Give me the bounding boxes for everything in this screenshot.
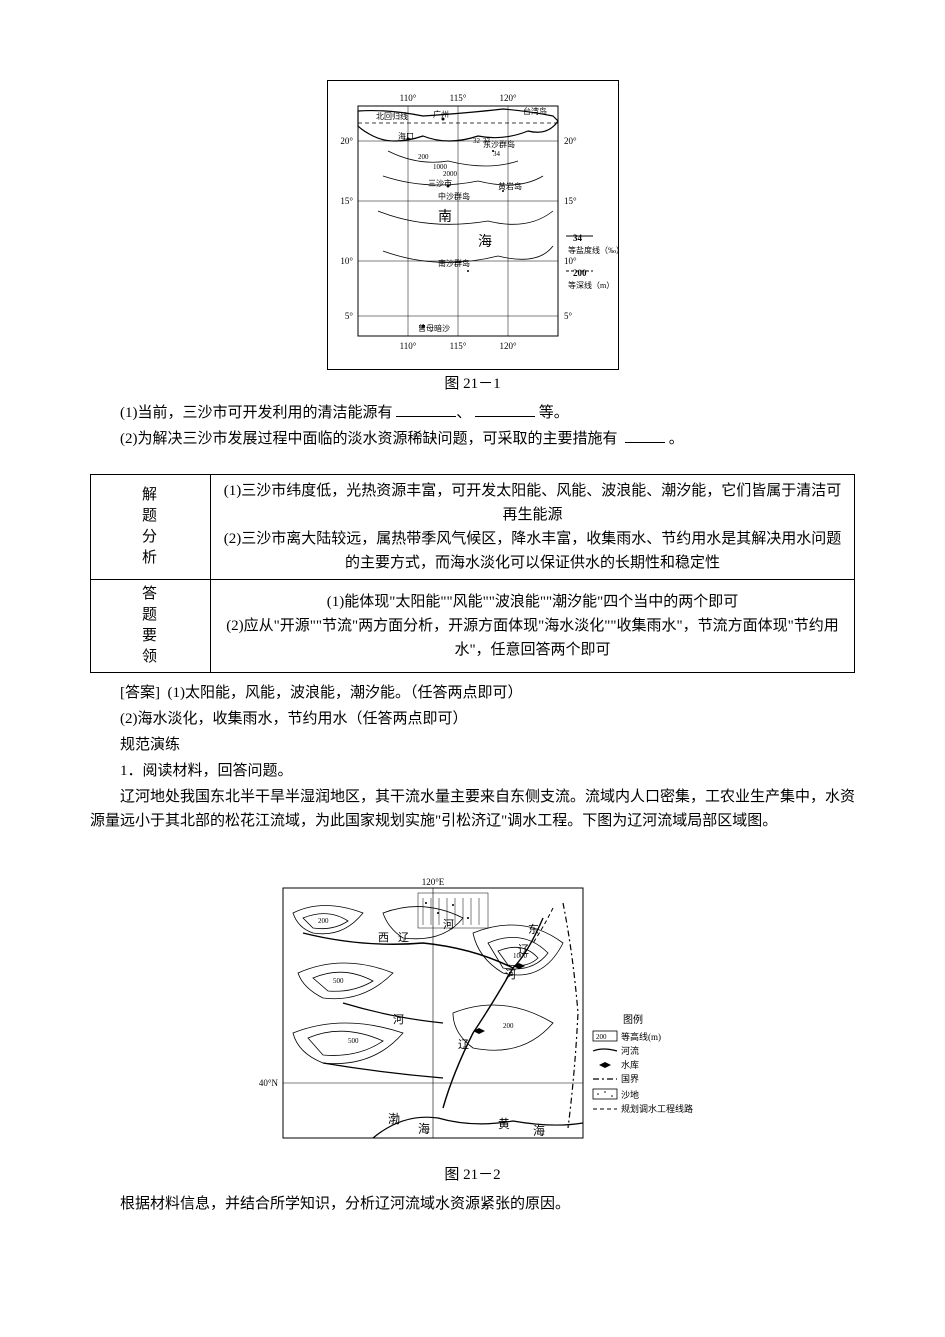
figure-21-2-caption: 图 21－2 <box>90 1163 855 1187</box>
svg-text:200: 200 <box>596 1033 607 1041</box>
q1-text: (1)当前，三沙市可开发利用的清洁能源有 <box>120 405 393 421</box>
practice-heading: 规范演练 <box>90 733 855 757</box>
map2-lon: 120°E <box>421 877 444 887</box>
final-question: 根据材料信息，并结合所学知识，分析辽河流域水资源紧张的原因。 <box>90 1192 855 1216</box>
place-ss: 三沙市 <box>428 178 452 188</box>
svg-text:200: 200 <box>503 1022 514 1030</box>
question-2: (2)为解决三沙市发展过程中面临的淡水资源稀缺问题，可采取的主要措施有 。 <box>90 427 855 451</box>
svg-text:200: 200 <box>573 268 587 278</box>
lon-bot-2: 120° <box>499 341 517 351</box>
map2-bohai1: 渤 <box>388 1112 400 1126</box>
lon-top-1: 115° <box>449 93 466 103</box>
q2-blank <box>625 428 665 443</box>
legend-border: 国界 <box>621 1074 639 1084</box>
analysis-content-1: (1)三沙市纬度低，光热资源丰富，可开发太阳能、风能、波浪能、潮汐能，它们皆属于… <box>211 475 855 580</box>
svg-text:东: 东 <box>528 923 539 936</box>
answer-2: (2)海水淡化，收集雨水，节约用水（任答两点即可） <box>90 707 855 731</box>
q1-blank-2 <box>475 402 535 417</box>
svg-text:2000: 2000 <box>443 170 458 178</box>
figure-21-2: 120°E 40°N 200 500 1000 500 200 <box>90 873 855 1187</box>
map2-legend-title: 图例 <box>623 1013 643 1026</box>
q1-blank-1 <box>396 402 456 417</box>
svg-text:海: 海 <box>418 1121 430 1136</box>
place-nan: 南 <box>438 209 452 225</box>
map2-huanghai1: 黄 <box>498 1117 510 1131</box>
table-row: 解题分析 (1)三沙市纬度低，光热资源丰富，可开发太阳能、风能、波浪能、潮汐能，… <box>91 475 855 580</box>
legend-depth: 等深线（m） <box>568 280 614 290</box>
legend-reservoir: 水库 <box>621 1059 639 1070</box>
svg-text:34: 34 <box>493 150 501 158</box>
legend-canal: 规划调水工程线路 <box>621 1103 693 1114</box>
map1-container: 110° 115° 120° 110° 115° 120° 20° 15° 10… <box>327 80 619 370</box>
map2-svg: 120°E 40°N 200 500 1000 500 200 <box>243 873 703 1153</box>
svg-text:32: 32 <box>473 137 481 145</box>
lon-top-2: 120° <box>499 93 517 103</box>
lat-l-1: 15° <box>340 196 353 206</box>
q2-tail: 。 <box>669 431 684 447</box>
legend-contour: 等高线(m) <box>621 1031 661 1042</box>
map1-svg: 110° 115° 120° 110° 115° 120° 20° 15° 10… <box>328 81 618 361</box>
practice-item-1: 1．阅读材料，回答问题。 <box>90 759 855 783</box>
svg-text:辽: 辽 <box>458 1038 469 1051</box>
practice-passage: 辽河地处我国东北半干旱半湿润地区，其干流水量主要来自东侧支流。流域内人口密集，工… <box>90 785 855 833</box>
question-1: (1)当前，三沙市可开发利用的清洁能源有 、 等。 <box>90 401 855 425</box>
svg-text:河: 河 <box>505 968 516 981</box>
lat-r-2: 10° <box>564 256 577 266</box>
map2-container: 120°E 40°N 200 500 1000 500 200 <box>243 873 703 1161</box>
answer-prefix: [答案] <box>120 685 160 701</box>
legend-river: 河流 <box>621 1045 639 1056</box>
lat-r-3: 5° <box>564 311 573 321</box>
lat-l-3: 5° <box>344 311 353 321</box>
svg-text:33: 33 <box>483 137 491 145</box>
table-row: 答题要领 (1)能体现"太阳能""风能""波浪能""潮汐能"四个当中的两个即可 … <box>91 580 855 673</box>
q2-text: (2)为解决三沙市发展过程中面临的淡水资源稀缺问题，可采取的主要措施有 <box>120 431 618 447</box>
place-zm: 曾母暗沙 <box>418 323 450 333</box>
svg-text:辽: 辽 <box>398 931 409 944</box>
analysis-table: 解题分析 (1)三沙市纬度低，光热资源丰富，可开发太阳能、风能、波浪能、潮汐能，… <box>90 474 855 673</box>
place-hk: 海口 <box>398 131 414 141</box>
lat-r-1: 15° <box>564 196 577 206</box>
figure-21-1: 110° 115° 120° 110° 115° 120° 20° 15° 10… <box>90 80 855 396</box>
legend-salinity: 等盐度线（‰） <box>568 245 618 255</box>
place-hai: 海 <box>478 234 492 250</box>
lon-bot-0: 110° <box>399 341 416 351</box>
place-tropic: 北回归线 <box>376 111 408 121</box>
svg-text:200: 200 <box>418 153 429 161</box>
lon-top-0: 110° <box>399 93 416 103</box>
svg-text:34: 34 <box>573 233 583 243</box>
analysis-content-2: (1)能体现"太阳能""风能""波浪能""潮汐能"四个当中的两个即可 (2)应从… <box>211 580 855 673</box>
place-gz: 广州 <box>433 109 449 119</box>
lat-r-0: 20° <box>564 136 577 146</box>
lat-l-0: 20° <box>340 136 353 146</box>
answer-block: [答案] (1)太阳能，风能，波浪能，潮汐能。（任答两点即可） <box>90 681 855 705</box>
figure-21-1-caption: 图 21－1 <box>90 372 855 396</box>
answer-1: (1)太阳能，风能，波浪能，潮汐能。（任答两点即可） <box>168 685 523 701</box>
analysis-label-2: 答题要领 <box>91 580 211 673</box>
q1-tail: 等。 <box>539 405 569 421</box>
svg-text:河: 河 <box>443 918 454 931</box>
place-tw: 台湾岛 <box>523 106 547 116</box>
svg-text:500: 500 <box>333 977 344 985</box>
lat-l-2: 10° <box>340 256 353 266</box>
svg-text:河: 河 <box>393 1013 404 1026</box>
legend-sand: 沙地 <box>621 1089 639 1100</box>
svg-text:海: 海 <box>533 1123 545 1138</box>
map2-lat: 40°N <box>258 1078 278 1088</box>
map2-xlh1: 西 <box>378 932 389 944</box>
lon-bot-1: 115° <box>449 341 466 351</box>
svg-text:500: 500 <box>348 1037 359 1045</box>
svg-text:200: 200 <box>318 917 329 925</box>
place-zs: 中沙群岛 <box>438 191 470 201</box>
place-ns: 南沙群岛 <box>438 258 470 268</box>
analysis-label-1: 解题分析 <box>91 475 211 580</box>
svg-text:辽: 辽 <box>518 943 529 956</box>
place-hy: 黄岩岛 <box>498 181 522 191</box>
